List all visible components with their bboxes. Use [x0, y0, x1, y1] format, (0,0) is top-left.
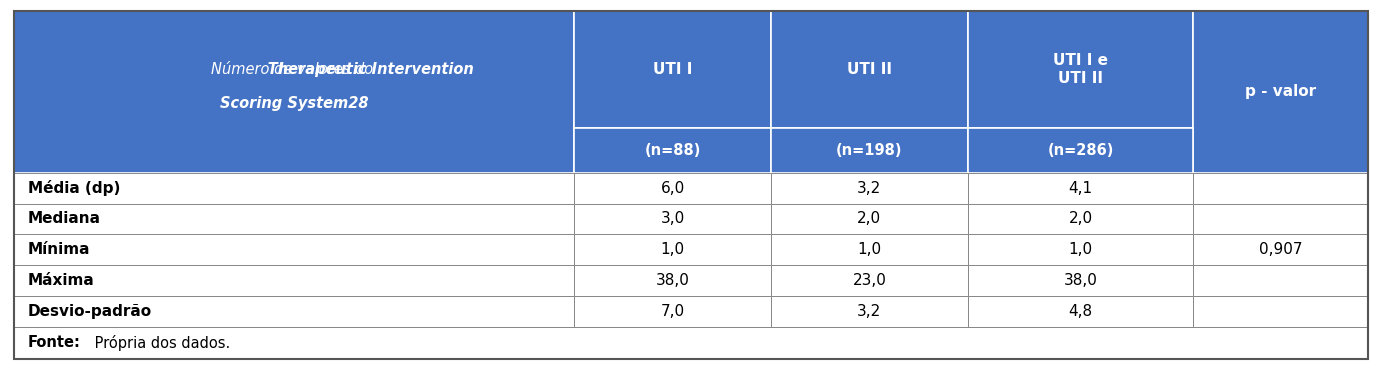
Bar — [575, 296, 771, 327]
Text: 4,8: 4,8 — [1068, 304, 1093, 319]
Text: (n=286): (n=286) — [1048, 143, 1114, 158]
Bar — [1194, 265, 1368, 296]
Text: UTI I: UTI I — [654, 62, 692, 77]
Text: 1,0: 1,0 — [1068, 242, 1093, 257]
Text: Máxima: Máxima — [28, 273, 94, 288]
Bar — [771, 204, 967, 234]
Bar — [771, 11, 967, 128]
Bar — [771, 234, 967, 265]
Text: 2,0: 2,0 — [1068, 212, 1093, 226]
Bar — [575, 173, 771, 204]
Text: 1,0: 1,0 — [661, 242, 685, 257]
Bar — [14, 173, 575, 204]
Text: Média (dp): Média (dp) — [28, 180, 120, 196]
Bar — [967, 265, 1194, 296]
Bar — [1194, 11, 1368, 173]
Text: Número de valores do: Número de valores do — [210, 62, 377, 77]
Text: 3,2: 3,2 — [857, 304, 882, 319]
Bar — [967, 11, 1194, 128]
Text: Desvio-padrão: Desvio-padrão — [28, 304, 152, 319]
Bar — [771, 128, 967, 173]
Bar — [575, 204, 771, 234]
Text: Mínima: Mínima — [28, 242, 90, 257]
Text: 0,907: 0,907 — [1259, 242, 1303, 257]
Text: (n=198): (n=198) — [836, 143, 902, 158]
Text: 4,1: 4,1 — [1068, 181, 1093, 196]
Bar — [14, 11, 575, 173]
Bar — [771, 296, 967, 327]
Bar — [1194, 204, 1368, 234]
Text: 23,0: 23,0 — [853, 273, 886, 288]
Text: Mediana: Mediana — [28, 212, 101, 226]
Text: p - valor: p - valor — [1245, 84, 1317, 100]
Bar — [575, 234, 771, 265]
Text: 2,0: 2,0 — [857, 212, 882, 226]
Text: (n=88): (n=88) — [644, 143, 701, 158]
Text: 38,0: 38,0 — [656, 273, 690, 288]
Text: Therapeutic Intervention: Therapeutic Intervention — [115, 62, 474, 77]
Bar — [14, 265, 575, 296]
Text: UTI II: UTI II — [847, 62, 891, 77]
Bar — [967, 173, 1194, 204]
Text: 3,2: 3,2 — [857, 181, 882, 196]
Bar — [575, 265, 771, 296]
Bar — [14, 296, 575, 327]
Bar — [771, 173, 967, 204]
Text: 1,0: 1,0 — [857, 242, 882, 257]
Bar — [771, 265, 967, 296]
Bar — [1194, 234, 1368, 265]
Bar — [14, 327, 1368, 359]
Bar — [575, 11, 771, 128]
Bar — [967, 204, 1194, 234]
Text: Scoring System28: Scoring System28 — [220, 95, 369, 111]
Bar — [14, 234, 575, 265]
Bar — [14, 204, 575, 234]
Text: Fonte:: Fonte: — [28, 335, 80, 350]
Text: 3,0: 3,0 — [661, 212, 685, 226]
Bar — [1194, 173, 1368, 204]
Bar — [967, 234, 1194, 265]
Text: UTI I e
UTI II: UTI I e UTI II — [1053, 53, 1108, 85]
Text: 38,0: 38,0 — [1064, 273, 1097, 288]
Text: Própria dos dados.: Própria dos dados. — [90, 335, 229, 351]
Bar — [967, 296, 1194, 327]
Bar — [1194, 296, 1368, 327]
Text: 6,0: 6,0 — [661, 181, 685, 196]
Text: 7,0: 7,0 — [661, 304, 685, 319]
Bar — [967, 128, 1194, 173]
Bar — [575, 128, 771, 173]
